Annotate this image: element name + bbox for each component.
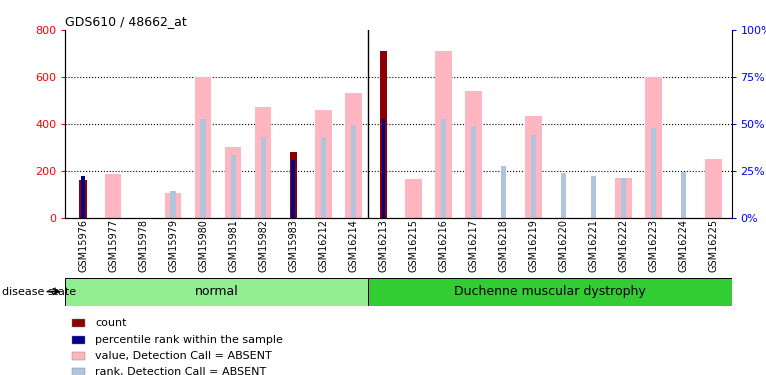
Bar bbox=[465, 91, 482, 218]
Bar bbox=[435, 51, 452, 217]
Text: normal: normal bbox=[195, 285, 238, 298]
Bar bbox=[561, 173, 566, 217]
Bar bbox=[380, 51, 387, 217]
Bar bbox=[591, 177, 596, 218]
Bar bbox=[231, 155, 236, 218]
Bar bbox=[315, 110, 332, 218]
Bar bbox=[531, 135, 536, 218]
Bar bbox=[260, 136, 266, 218]
Text: disease state: disease state bbox=[2, 286, 76, 297]
Bar bbox=[291, 160, 295, 218]
Bar bbox=[645, 77, 662, 218]
Bar bbox=[165, 193, 182, 217]
Bar bbox=[620, 178, 626, 218]
Bar bbox=[651, 128, 656, 217]
Bar bbox=[171, 190, 176, 217]
Bar bbox=[195, 77, 211, 218]
Bar bbox=[405, 179, 421, 218]
Bar bbox=[225, 147, 241, 218]
Bar bbox=[368, 278, 732, 306]
Bar bbox=[65, 278, 368, 306]
Bar bbox=[470, 126, 476, 218]
Bar bbox=[681, 172, 686, 217]
Bar bbox=[501, 166, 506, 218]
Bar bbox=[72, 352, 85, 360]
Bar bbox=[255, 107, 271, 218]
Text: GDS610 / 48662_at: GDS610 / 48662_at bbox=[65, 15, 187, 28]
Bar bbox=[80, 180, 87, 218]
Bar bbox=[72, 319, 85, 327]
Bar bbox=[705, 159, 722, 218]
Bar bbox=[201, 119, 206, 218]
Bar bbox=[81, 177, 85, 218]
Bar bbox=[381, 119, 385, 218]
Text: percentile rank within the sample: percentile rank within the sample bbox=[95, 335, 283, 345]
Bar bbox=[615, 178, 632, 218]
Text: Duchenne muscular dystrophy: Duchenne muscular dystrophy bbox=[454, 285, 646, 298]
Bar bbox=[351, 125, 356, 217]
Bar bbox=[320, 136, 326, 218]
Bar bbox=[72, 336, 85, 344]
Bar bbox=[72, 368, 85, 375]
Text: value, Detection Call = ABSENT: value, Detection Call = ABSENT bbox=[95, 351, 272, 361]
Bar bbox=[525, 116, 542, 218]
Bar bbox=[440, 119, 446, 218]
Bar bbox=[345, 93, 362, 218]
Text: rank, Detection Call = ABSENT: rank, Detection Call = ABSENT bbox=[95, 367, 267, 375]
Bar bbox=[290, 152, 297, 217]
Bar bbox=[105, 174, 121, 217]
Text: count: count bbox=[95, 318, 126, 328]
